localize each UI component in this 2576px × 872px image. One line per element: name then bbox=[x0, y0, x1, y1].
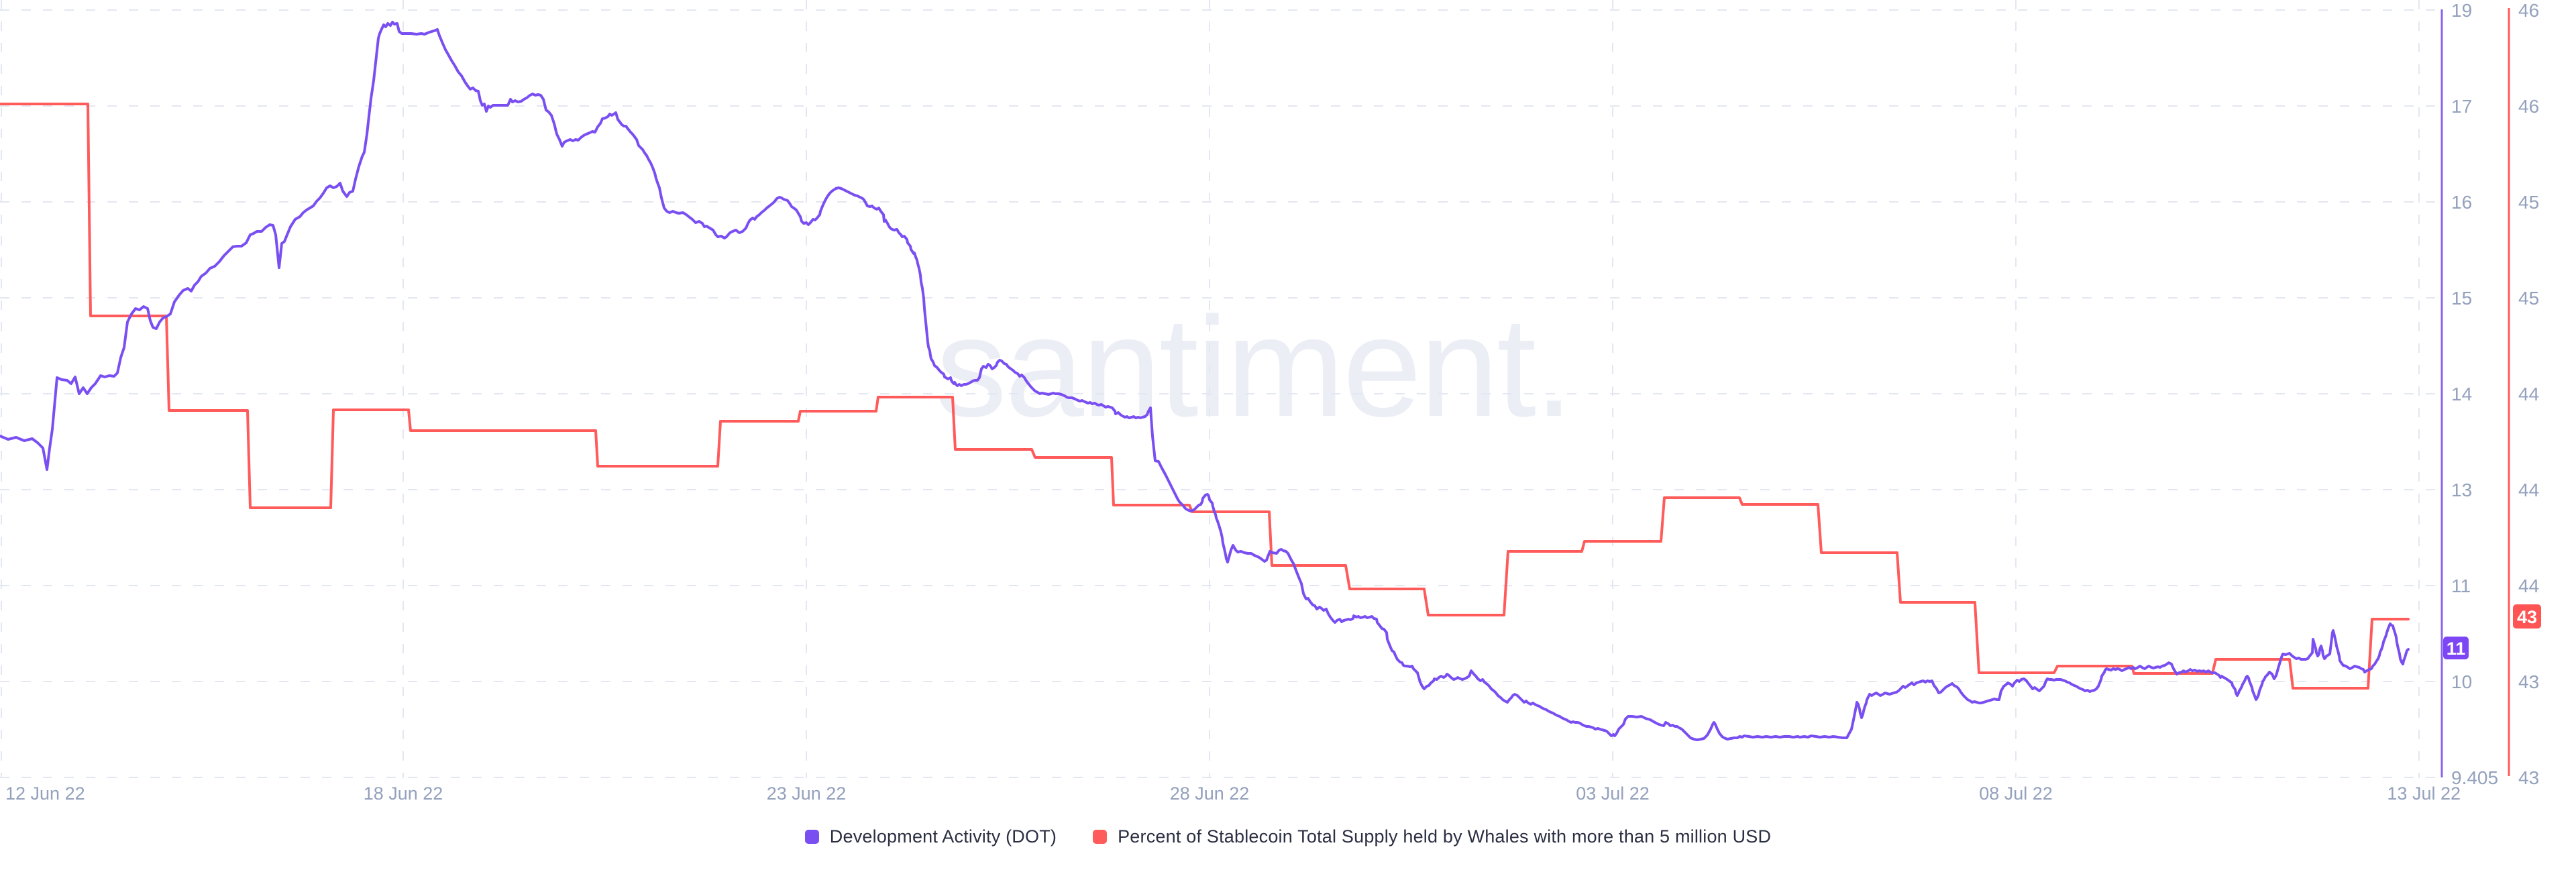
dev-activity-tick-label: 10 bbox=[2451, 671, 2472, 692]
whale-supply-tick-label: 45 bbox=[2518, 288, 2539, 309]
legend-item-whale-supply[interactable]: Percent of Stablecoin Total Supply held … bbox=[1093, 826, 1771, 847]
dev-activity-tick-label: 13 bbox=[2451, 480, 2472, 500]
dev-activity-tick-label: 9.405 bbox=[2451, 767, 2498, 788]
whale-supply-tick-label: 44 bbox=[2518, 384, 2539, 404]
legend-item-dev-activity[interactable]: Development Activity (DOT) bbox=[804, 826, 1057, 847]
whale-supply-current-badge bbox=[2513, 604, 2541, 629]
x-tick-label: 12 Jun 22 bbox=[5, 783, 85, 804]
dev-activity-line[interactable] bbox=[0, 21, 2410, 741]
santiment-watermark: santiment. bbox=[936, 287, 1574, 446]
whale-supply-tick-label: 45 bbox=[2518, 192, 2539, 213]
dev-activity-swatch-icon bbox=[804, 830, 819, 844]
chart-legend: Development Activity (DOT) Percent of St… bbox=[0, 826, 2576, 847]
whale-supply-tick-label: 44 bbox=[2518, 576, 2539, 596]
dev-activity-tick-label: 11 bbox=[2451, 576, 2471, 596]
whale-supply-current-badge-value: 43 bbox=[2517, 607, 2537, 627]
whale-supply-tick-label: 44 bbox=[2518, 480, 2539, 500]
dev-activity-current-badge bbox=[2443, 637, 2469, 659]
whale-supply-line[interactable] bbox=[0, 103, 2410, 690]
x-tick-label: 13 Jul 22 bbox=[2387, 783, 2461, 804]
x-tick-label: 18 Jun 22 bbox=[364, 783, 443, 804]
whale-supply-tick-label: 46 bbox=[2518, 0, 2539, 21]
legend-label: Development Activity (DOT) bbox=[829, 826, 1057, 847]
whale-supply-swatch-icon bbox=[1093, 830, 1108, 844]
x-tick-label: 08 Jul 22 bbox=[1979, 783, 2053, 804]
dev-activity-tick-label: 14 bbox=[2451, 384, 2472, 404]
dev-activity-tick-label: 17 bbox=[2451, 96, 2472, 117]
x-tick-label: 28 Jun 22 bbox=[1170, 783, 1250, 804]
dev-activity-tick-label: 15 bbox=[2451, 288, 2472, 309]
x-tick-label: 03 Jul 22 bbox=[1576, 783, 1650, 804]
dev-activity-tick-label: 16 bbox=[2451, 192, 2472, 213]
dev-activity-tick-label: 19 bbox=[2451, 0, 2472, 21]
whale-supply-tick-label: 43 bbox=[2518, 671, 2539, 692]
whale-supply-tick-label: 43 bbox=[2518, 767, 2539, 788]
x-tick-label: 23 Jun 22 bbox=[767, 783, 847, 804]
whale-supply-tick-label: 46 bbox=[2518, 96, 2539, 117]
dev-activity-current-badge-value: 11 bbox=[2447, 639, 2466, 659]
legend-label: Percent of Stablecoin Total Supply held … bbox=[1118, 826, 1772, 847]
